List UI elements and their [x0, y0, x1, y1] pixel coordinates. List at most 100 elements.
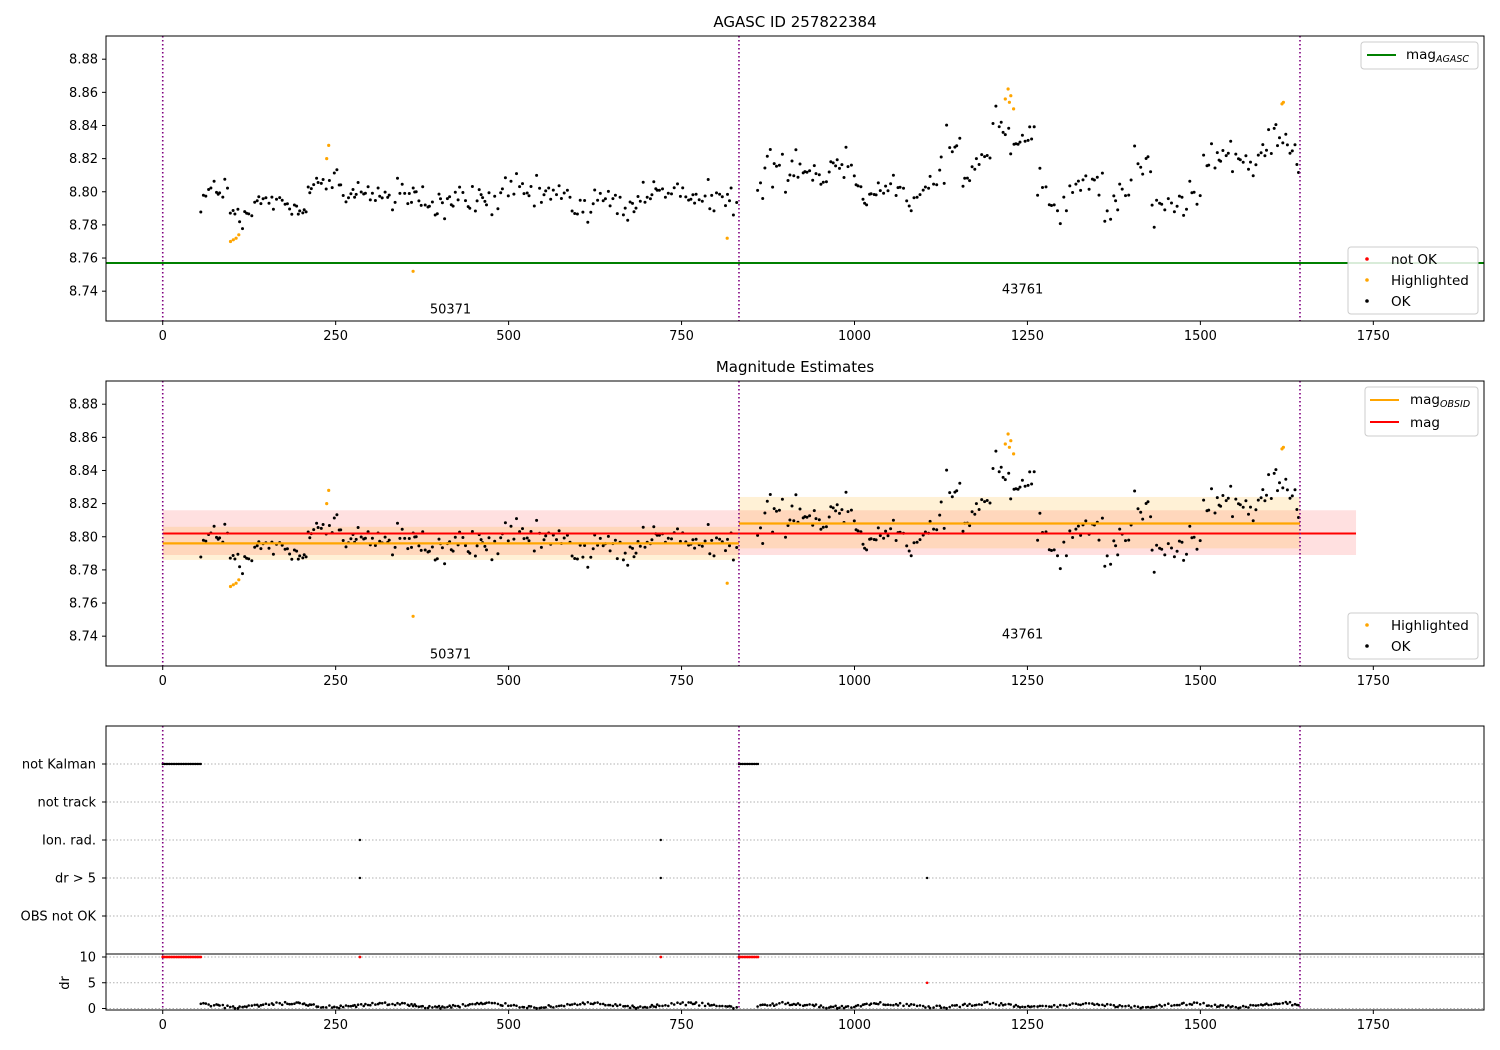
p1-ok-point [638, 199, 642, 203]
dr-point [369, 1003, 372, 1007]
p1-ok-point [1044, 185, 1048, 189]
dr-point [1079, 1003, 1082, 1007]
p2-ok-point [775, 509, 778, 513]
p2-ok-point [835, 503, 839, 507]
p1-ok-point [798, 162, 802, 166]
p2-ok-point [493, 539, 497, 543]
p2-ok-point [1124, 539, 1127, 543]
p1-ok-point [1071, 191, 1075, 194]
p2-ok-point [759, 526, 762, 530]
dr-point [383, 1001, 387, 1004]
p1-ok-point [672, 186, 676, 190]
dr-point [1103, 1004, 1107, 1008]
dr-point [1160, 1005, 1163, 1008]
p2-ok-point [756, 533, 760, 537]
dr-point [1018, 1006, 1022, 1009]
dr-point [1120, 1005, 1124, 1008]
p1-ok-point [427, 204, 431, 208]
dr-point [349, 1004, 353, 1008]
p2-ytick-label: 8.80 [69, 530, 98, 545]
dr-point [792, 1002, 796, 1006]
p2-ok-point [856, 529, 860, 533]
p2-ok-point [570, 554, 574, 558]
p2-ok-point [970, 510, 974, 514]
flag-point [659, 876, 662, 880]
p1-ok-point [257, 195, 261, 199]
dr-point [557, 1004, 561, 1008]
dr-point [726, 1005, 729, 1008]
p2-ok-point [393, 545, 397, 549]
p2-ok-point [812, 509, 816, 513]
p2-ok-point [608, 549, 612, 553]
p2-ok-point [869, 537, 873, 541]
p1-ok-point [831, 161, 835, 165]
flag-point [199, 762, 202, 766]
p1-ok-point [378, 194, 382, 198]
dr-point [1124, 1004, 1127, 1008]
p2-ok-point [777, 508, 781, 512]
p1-ok-point [935, 183, 939, 187]
dr-point [431, 1006, 434, 1009]
dr-point [504, 1002, 507, 1005]
p1-ok-point [632, 210, 636, 214]
flag-point [194, 762, 197, 766]
dr-point [461, 1003, 465, 1006]
p1-ok-point [1290, 149, 1294, 153]
p2-ok-point [1188, 524, 1192, 528]
dr-point [423, 1006, 427, 1010]
p1-ok-point [1009, 152, 1013, 156]
p1-ok-point [411, 186, 415, 190]
p2-ok-point [985, 499, 989, 502]
dr-point [1173, 1003, 1176, 1007]
p1-ok-point [199, 210, 203, 214]
p1-ok-point [538, 186, 542, 190]
dr-point [207, 1003, 210, 1006]
flag-row-label: OBS not OK [21, 910, 97, 925]
p1-ok-point [623, 206, 627, 210]
p2-ok-point [794, 493, 798, 497]
p1-ok-point [1001, 130, 1005, 134]
p2-ok-point [1032, 470, 1036, 474]
dr-point [766, 1004, 769, 1007]
dr-point [261, 1003, 265, 1006]
p1-ok-point [876, 181, 880, 185]
p2-xtick-label: 1750 [1357, 674, 1390, 689]
p2-ok-point [1238, 503, 1242, 507]
flag-row-label: Ion. rad. [42, 834, 96, 849]
p2-ok-point [1182, 558, 1186, 562]
p2-ok-point [403, 536, 407, 540]
obsid-label-43761: 43761 [1002, 283, 1043, 298]
p2-ok-point [878, 534, 882, 538]
p1-ytick-label: 8.88 [69, 53, 98, 68]
p2-highlighted-point [325, 502, 329, 506]
p1-ok-point [601, 199, 605, 203]
dr-point [814, 1003, 818, 1006]
p2-ok-point [468, 551, 472, 555]
dr-point [775, 1003, 778, 1006]
dr-point [658, 1004, 661, 1008]
legend-label-mag-obsid: magOBSID [1410, 392, 1470, 410]
dr-point [555, 1005, 558, 1008]
dr-point [1276, 1002, 1279, 1006]
p1-ok-point [829, 160, 833, 164]
p2-ok-point [527, 539, 531, 543]
p1-ok-point [1076, 179, 1080, 183]
dr-point [771, 1002, 774, 1005]
p1-ok-point [1224, 154, 1228, 158]
dr-point [724, 1005, 727, 1008]
p1-ok-point [285, 202, 289, 206]
p1-ok-point [973, 167, 977, 171]
dr-capped-point [358, 955, 362, 959]
p1-ok-point [1129, 178, 1133, 182]
dr-point [1247, 1006, 1250, 1009]
flags-panel: not Kalman not track Ion. rad. dr > 5 OBS no… [21, 725, 1485, 1033]
p2-ok-point [889, 527, 893, 531]
p2-highlighted-point [1281, 445, 1285, 449]
p1-ok-point [236, 207, 240, 211]
p1-ok-point [968, 179, 972, 183]
dr-point [593, 1001, 596, 1005]
dr-point [272, 1003, 275, 1006]
agasc-panel: AGASC ID 257822384 0 250 500 750 1000 1250 150… [69, 13, 1485, 344]
dr-point [417, 1005, 421, 1008]
p3-xtick-label: 1750 [1357, 1018, 1390, 1033]
